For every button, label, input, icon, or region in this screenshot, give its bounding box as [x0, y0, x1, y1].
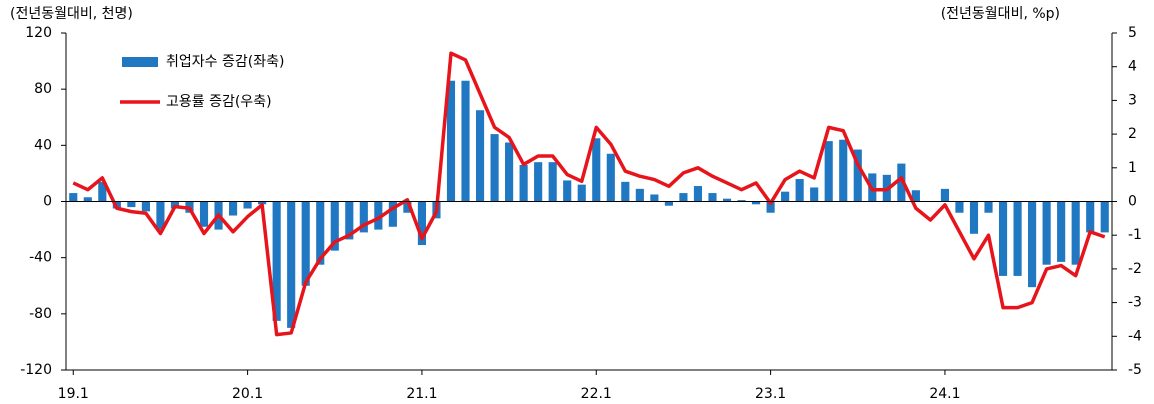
bar — [374, 201, 383, 230]
bar — [98, 181, 107, 202]
line — [72, 51, 1106, 337]
bar — [1086, 201, 1095, 233]
y-tick-label: -40 — [29, 250, 52, 266]
bar — [534, 162, 543, 202]
bar — [69, 193, 78, 202]
y2-tick-label: 5 — [1128, 25, 1137, 41]
bar — [752, 201, 761, 205]
bar — [258, 201, 267, 205]
bar — [156, 201, 165, 230]
bar — [1057, 201, 1066, 262]
bar — [984, 201, 993, 213]
bar — [1028, 201, 1037, 288]
x-tick-label: 19.1 — [58, 386, 89, 402]
bar — [737, 200, 746, 202]
bar — [940, 188, 949, 202]
bar — [301, 201, 310, 286]
bar — [766, 201, 775, 213]
bar — [679, 193, 688, 202]
bar — [1042, 201, 1051, 265]
bar — [490, 134, 499, 202]
y2-tick-label: 2 — [1128, 126, 1137, 142]
y2-tick-label: -5 — [1128, 362, 1142, 378]
bar — [897, 163, 906, 202]
bar — [316, 201, 325, 265]
y-tick-label: -80 — [29, 306, 52, 322]
bar — [446, 80, 456, 202]
y2-tick-label: -4 — [1128, 328, 1142, 344]
bar — [606, 153, 615, 202]
bar — [83, 197, 92, 202]
bar — [229, 201, 238, 216]
y2-tick-label: 3 — [1128, 92, 1137, 108]
bar — [998, 201, 1008, 276]
bar — [1013, 201, 1022, 276]
y2-tick-label: -3 — [1128, 295, 1142, 311]
bar — [592, 138, 601, 202]
bar — [635, 188, 644, 202]
y-tick-label: 40 — [34, 137, 52, 153]
bar — [330, 201, 339, 251]
bar — [853, 149, 862, 202]
bar — [417, 201, 426, 246]
bar — [810, 187, 819, 202]
y2-axis-label: (전년동월대비, %p) — [941, 6, 1060, 22]
y2-tick-label: 0 — [1128, 194, 1137, 210]
bar — [708, 193, 717, 202]
bar — [824, 141, 833, 202]
bar — [359, 201, 368, 233]
y-tick-label: -120 — [20, 362, 52, 378]
bar — [519, 164, 528, 202]
bar — [621, 181, 630, 202]
legend-label: 고용률 증감(우축) — [166, 94, 272, 110]
bar — [781, 191, 790, 202]
y-tick-label: 80 — [34, 81, 52, 97]
bar — [199, 201, 209, 227]
bar — [722, 198, 732, 202]
bar — [388, 201, 397, 227]
y-tick-label: 0 — [43, 194, 52, 210]
bar — [911, 190, 920, 202]
y2-tick-label: -1 — [1128, 227, 1142, 243]
bar — [548, 162, 557, 202]
bar — [693, 186, 703, 202]
bar — [664, 201, 673, 206]
y2-tick-label: 1 — [1128, 160, 1137, 176]
bar — [127, 201, 136, 208]
bar — [1071, 201, 1080, 265]
y2-tick-label: 4 — [1128, 59, 1137, 75]
x-tick-label: 20.1 — [232, 386, 263, 402]
bar — [475, 110, 485, 202]
bar — [287, 201, 296, 328]
bar — [969, 201, 979, 234]
bar — [272, 201, 281, 321]
bar — [1100, 201, 1109, 233]
bar — [403, 201, 412, 213]
x-tick-label: 24.1 — [929, 386, 960, 402]
bar — [461, 80, 470, 202]
bar — [563, 180, 572, 202]
bar — [650, 194, 659, 202]
bar — [955, 201, 964, 213]
x-tick-label: 21.1 — [406, 386, 437, 402]
y-tick-label: 120 — [25, 25, 52, 41]
bar — [505, 142, 514, 202]
bar — [839, 139, 848, 202]
bar — [345, 201, 354, 240]
bar — [243, 201, 252, 209]
legend-label: 취업자수 증감(좌축) — [166, 54, 284, 70]
x-tick-label: 22.1 — [581, 386, 612, 402]
y2-tick-label: -2 — [1128, 261, 1142, 277]
x-tick-label: 23.1 — [755, 386, 786, 402]
bar — [795, 179, 804, 202]
bar — [141, 201, 150, 212]
legend-swatch — [122, 57, 158, 67]
y-axis-label: (전년동월대비, 천명) — [10, 6, 133, 22]
bar — [577, 184, 586, 202]
